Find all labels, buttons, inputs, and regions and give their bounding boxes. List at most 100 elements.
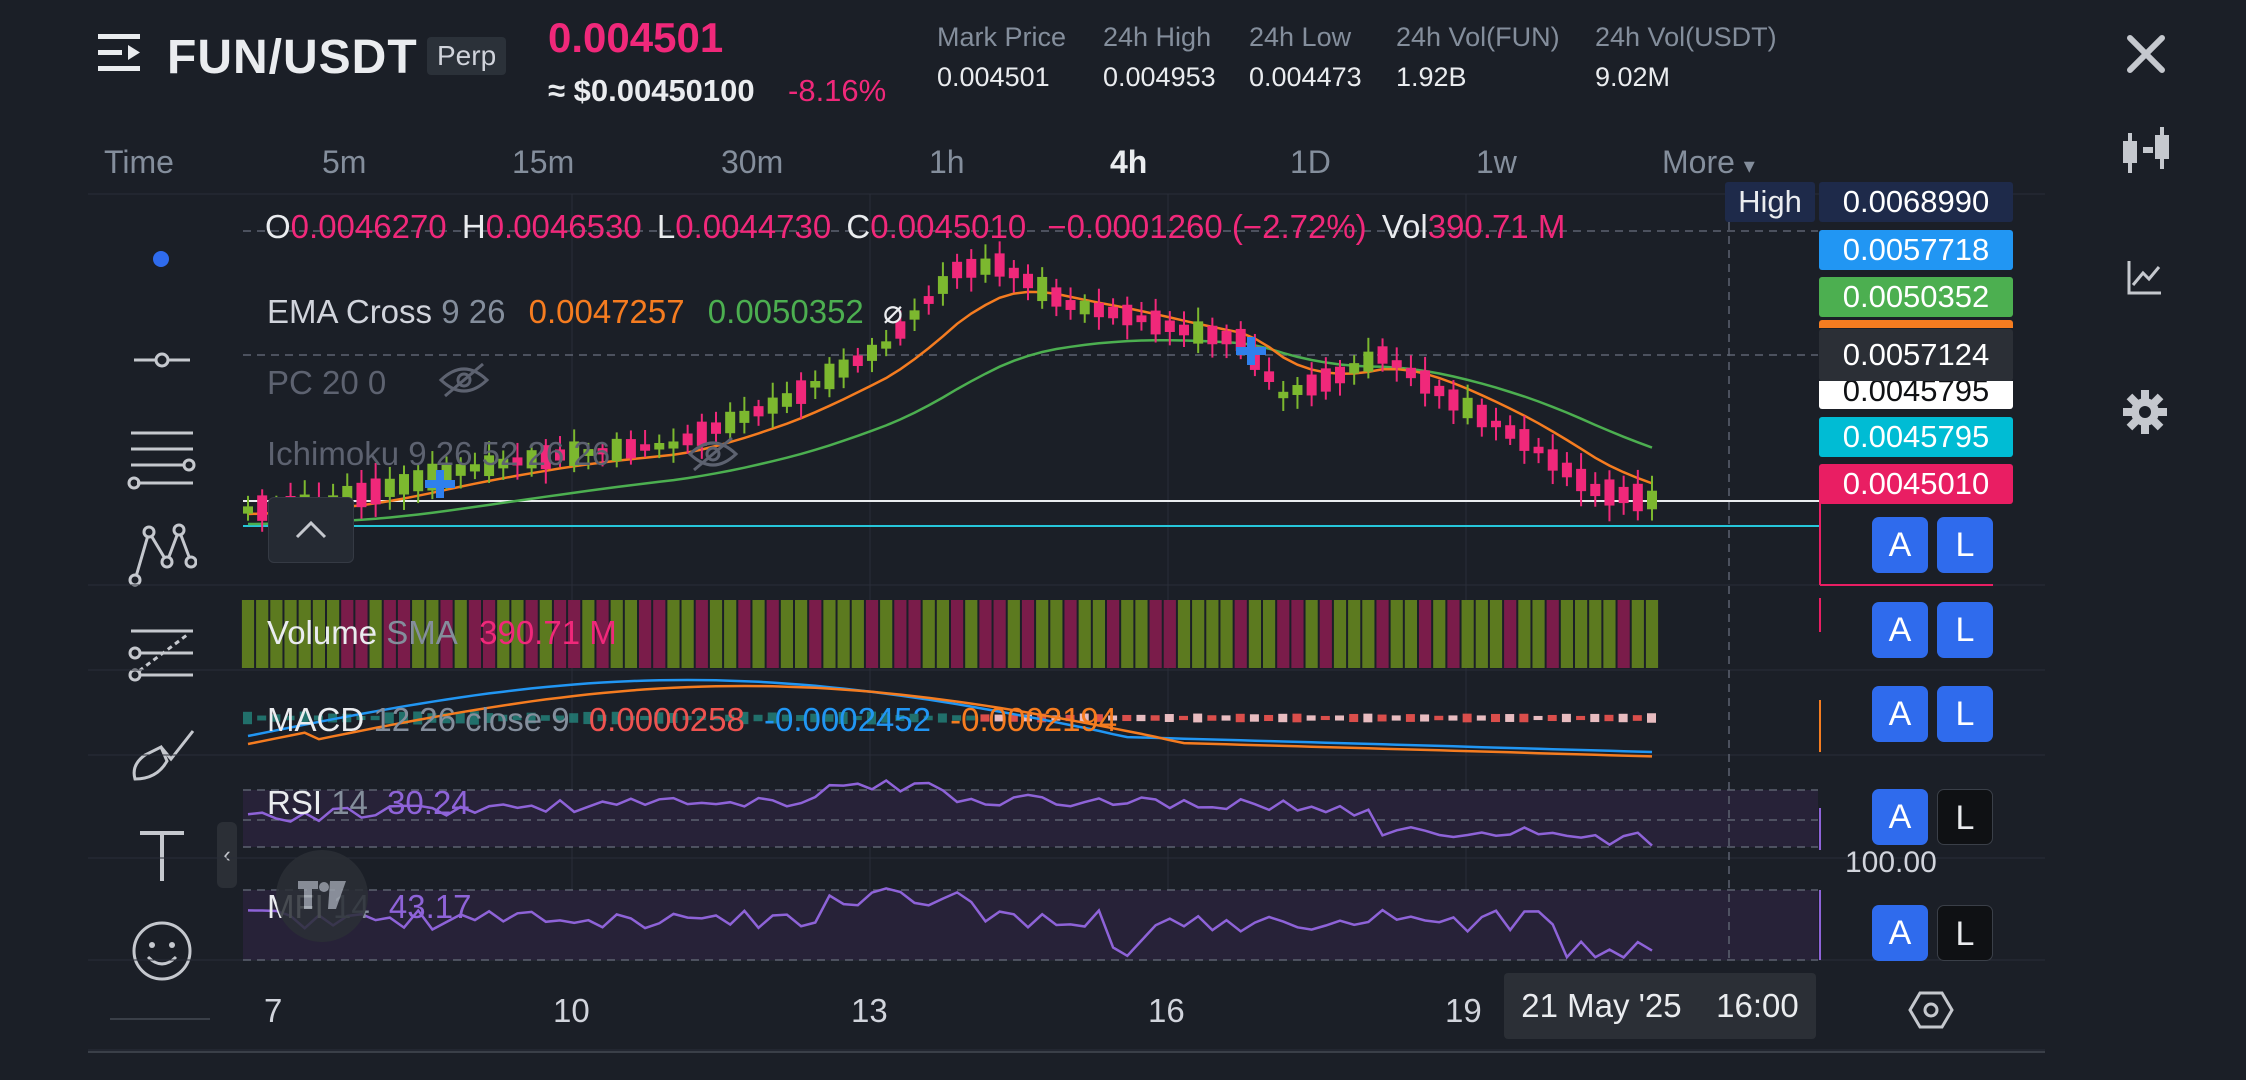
volume-bar [454,600,467,668]
ema-legend[interactable]: EMA Cross 9 26 0.0047257 0.0050352 ⌀ [267,292,903,331]
candle-body [413,470,424,492]
volume-bar [993,600,1006,668]
forecast-icon[interactable] [122,620,202,690]
macd-bar [753,714,763,722]
volume-bar [1277,600,1290,668]
text-tool-icon[interactable] [122,820,202,890]
macd-bar [852,715,862,721]
x-axis-label: 7 [264,992,283,1029]
candle-body [555,449,565,461]
volume-legend[interactable]: Volume SMA 390.71 M [267,614,617,652]
volume-bar [766,600,779,668]
alert-a-button[interactable]: A [1872,517,1928,573]
candles-icon[interactable] [2105,116,2185,186]
rsi-band [243,790,1818,847]
volume-bar [1263,600,1276,668]
volume-bar [1645,600,1659,668]
menu-icon[interactable] [98,32,144,74]
alert-l-button[interactable]: L [1937,686,1993,742]
candle-body [1093,302,1104,318]
macd-bar [654,712,664,724]
hide-icon[interactable]: ⌀ [882,293,903,330]
x-axis-label: 10 [553,992,590,1029]
pc-legend[interactable]: PC 20 0 [267,364,386,402]
brush-icon[interactable] [122,720,202,790]
alert-a-button[interactable]: A [1872,905,1928,961]
eye-off-icon[interactable] [437,360,491,405]
gear-icon[interactable] [2105,377,2185,447]
volume-bar [1163,600,1176,668]
volume-bar [355,600,368,668]
tab-more[interactable]: More ▾ [1662,144,1755,181]
volume-bars [241,600,1659,668]
candle-body [1179,324,1189,336]
macd-legend[interactable]: MACD 12 26 close 9 0.0000258 -0.0002452 … [267,701,1117,739]
pattern-icon[interactable] [122,520,202,590]
tab-30m[interactable]: 30m [721,144,784,180]
candle-body [696,421,707,446]
macd-bar [1618,713,1628,723]
alert-a-button[interactable]: A [1872,602,1928,658]
macd-bar [1122,714,1132,722]
macd-bar [1561,713,1571,723]
ichimoku-legend[interactable]: Ichimoku 9 26 52 26 26 [267,435,610,473]
pc-label: PC [267,364,313,401]
macd-bar [796,715,806,721]
fib-lines-icon[interactable] [122,424,202,494]
volume-bar [312,600,325,668]
close-icon[interactable] [2124,32,2168,76]
tab-1d[interactable]: 1D [1290,144,1331,180]
tab-1w[interactable]: 1w [1476,144,1517,180]
macd-bar [555,715,564,721]
candle-body [384,478,395,497]
macd-bar [980,714,990,722]
volume-bar [1504,600,1517,668]
candle-body [1051,287,1062,307]
macd-bar [257,715,267,721]
alert-l-button[interactable]: L [1937,905,1993,961]
horizontal-line-icon[interactable] [122,325,202,395]
alert-a-button[interactable]: A [1872,686,1928,742]
stat-value: 1.92B [1396,62,1467,92]
alert-a-button[interactable]: A [1872,789,1928,845]
candle-body [781,393,792,407]
tab-5m[interactable]: 5m [322,144,367,180]
symbol-title[interactable]: FUN/USDT [167,31,418,84]
alert-l-button[interactable]: L [1937,517,1993,573]
eye-off-icon[interactable] [686,434,740,479]
rsi-legend[interactable]: RSI 14 30.24 [267,784,470,822]
macd-bar [1037,713,1047,723]
settings-hex-icon[interactable] [1908,990,1954,1035]
candle-body [1561,462,1572,478]
candle-body [569,441,580,467]
tradingview-logo[interactable] [276,850,368,942]
volume-bar [1475,600,1488,668]
macd-bar [1476,715,1486,721]
tab-4h[interactable]: 4h [1110,144,1148,180]
x-axis-label: 13 [851,992,888,1029]
macd-histogram [243,711,1656,725]
indicator-icon[interactable] [2105,242,2185,312]
macd-bar [1519,713,1529,723]
alert-l-button[interactable]: L [1937,602,1993,658]
volume-bar [809,600,822,668]
collapse-legend-button[interactable] [268,497,354,563]
emoji-icon[interactable] [122,916,202,986]
candle-body [1363,351,1374,372]
tab-15m[interactable]: 15m [512,144,575,180]
tab-1h[interactable]: 1h [929,144,965,180]
candle-body [342,485,353,508]
cursor-dot-icon[interactable] [153,251,169,267]
candle-body [1264,371,1275,382]
rsi-label: RSI [267,784,323,821]
ohlc-vol-label: Vol [1381,208,1428,245]
collapse-toolbar-button[interactable]: ‹ [217,822,237,888]
tab-time[interactable]: Time [104,144,174,180]
volume-bar [440,600,453,668]
macd-bar [1533,715,1543,721]
candle-body [1221,330,1232,345]
volume-bar [1064,600,1077,668]
volume-bar [1489,600,1503,668]
alert-l-button[interactable]: L [1937,789,1993,845]
